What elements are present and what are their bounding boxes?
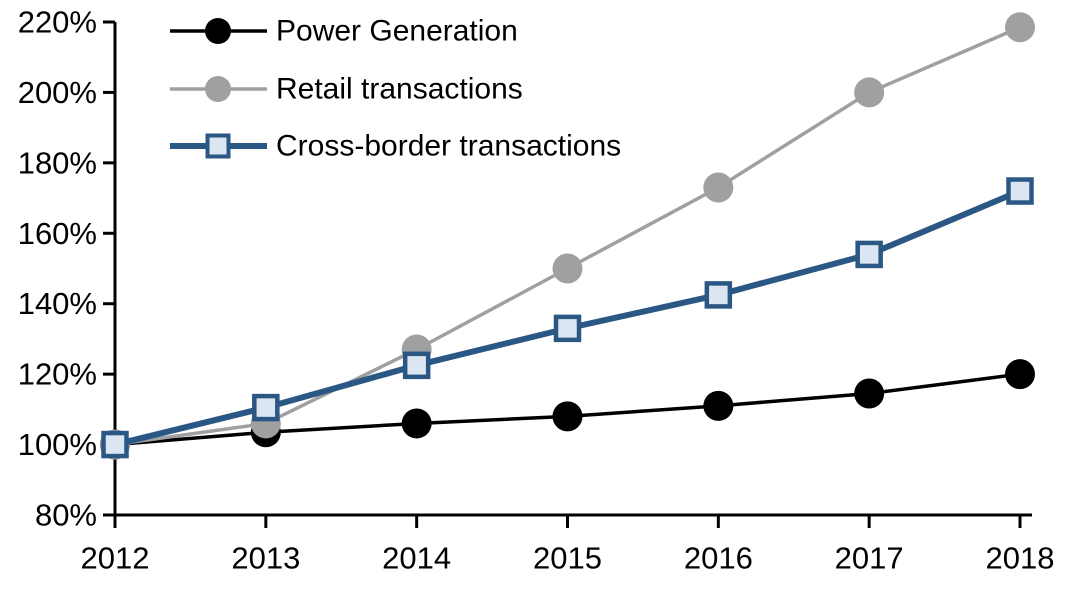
data-point-cross-border-transactions-2017 [855, 240, 883, 269]
y-axis-tick-label: 160% [18, 216, 97, 251]
data-point-cross-border-transactions-2012 [101, 430, 129, 459]
data-point-power-generation-2016 [703, 390, 734, 421]
x-axis-tick-label: 2015 [533, 541, 602, 576]
x-axis-tick-label: 2017 [835, 541, 904, 576]
y-axis-tick-label: 140% [18, 286, 97, 321]
x-axis-tick-label: 2018 [986, 541, 1055, 576]
y-axis-tick-label: 180% [18, 145, 97, 180]
y-axis-tick-label: 100% [18, 427, 97, 462]
data-point-power-generation-2017 [854, 378, 885, 409]
x-axis-tick-label: 2012 [81, 541, 150, 576]
data-point-cross-border-transactions-2015 [553, 314, 582, 343]
legend-marker-cross-border-transactions [205, 133, 231, 159]
data-point-power-generation-2015 [552, 401, 583, 432]
data-point-power-generation-2014 [401, 408, 432, 439]
y-axis-tick-label: 220% [18, 5, 97, 40]
data-point-retail-transactions-2017 [854, 77, 885, 108]
legend-marker-power-generation [205, 18, 231, 44]
y-axis-tick-label: 200% [18, 75, 97, 110]
legend-label-power-generation: Power Generation [276, 15, 518, 48]
x-axis-tick-label: 2016 [684, 541, 753, 576]
data-point-retail-transactions-2015 [552, 253, 583, 284]
data-point-cross-border-transactions-2018 [1006, 177, 1034, 205]
data-point-cross-border-transactions-2016 [704, 281, 733, 309]
legend-marker-retail-transactions [205, 76, 231, 102]
x-axis-tick-label: 2013 [231, 541, 300, 576]
y-axis-tick-label: 120% [18, 357, 97, 392]
legend-label-cross-border-transactions: Cross-border transactions [276, 130, 621, 163]
x-axis-tick-label: 2014 [382, 541, 451, 576]
data-point-retail-transactions-2016 [703, 172, 734, 203]
y-axis-tick-label: 80% [35, 498, 97, 533]
data-point-cross-border-transactions-2014 [402, 351, 431, 380]
data-point-retail-transactions-2018 [1005, 12, 1035, 43]
data-point-cross-border-transactions-2013 [252, 393, 280, 422]
legend-label-retail-transactions: Retail transactions [276, 73, 523, 106]
data-point-power-generation-2018 [1005, 359, 1035, 390]
